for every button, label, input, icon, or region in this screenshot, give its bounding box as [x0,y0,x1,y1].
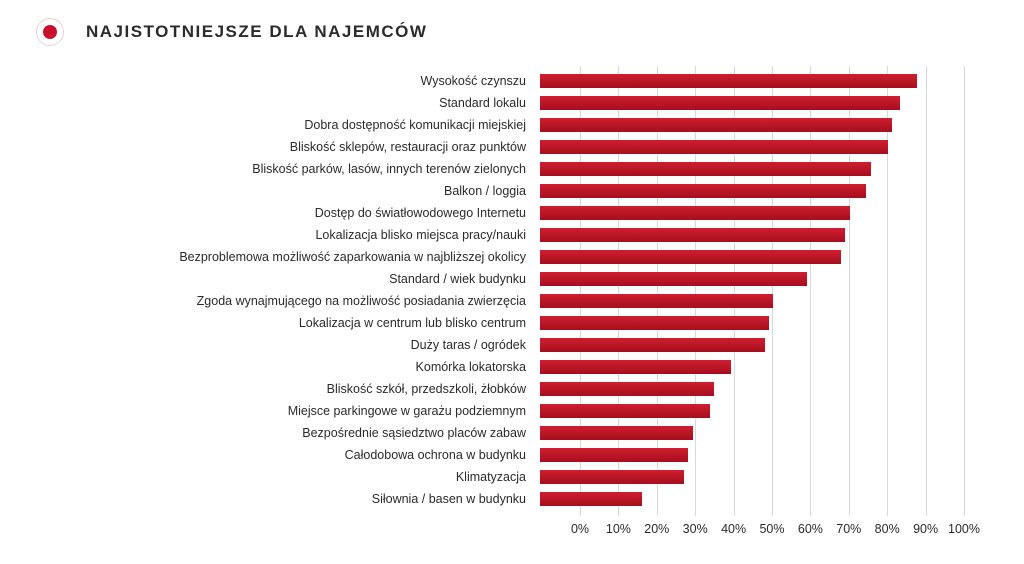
row-bar-zone [540,312,964,334]
row-bar-zone [540,180,964,202]
chart-row: Bliskość sklepów, restauracji oraz punkt… [40,136,964,158]
row-label: Bliskość szkół, przedszkoli, żłobków [40,382,540,396]
row-label: Bliskość sklepów, restauracji oraz punkt… [40,140,540,154]
bar [540,492,642,506]
chart-row: Klimatyzacja [40,466,964,488]
row-bar-zone [540,224,964,246]
bullet-inner-dot [43,25,57,39]
row-label: Bezpośrednie sąsiedztwo placów zabaw [40,426,540,440]
axis-tick-label: 100% [948,522,980,536]
row-bar-zone [540,422,964,444]
row-bar-zone [540,114,964,136]
row-bar-zone [540,158,964,180]
grid-line [964,66,965,516]
bar [540,470,684,484]
bar [540,338,765,352]
bar [540,140,888,154]
row-label: Standard lokalu [40,96,540,110]
bar [540,118,892,132]
chart-row: Miejsce parkingowe w garażu podziemnym [40,400,964,422]
row-label: Siłownia / basen w budynku [40,492,540,506]
row-label: Lokalizacja w centrum lub blisko centrum [40,316,540,330]
row-bar-zone [540,400,964,422]
axis-tick-label: 20% [644,522,669,536]
row-bar-zone [540,290,964,312]
bar [540,250,841,264]
row-bar-zone [540,378,964,400]
row-label: Miejsce parkingowe w garażu podziemnym [40,404,540,418]
row-label: Balkon / loggia [40,184,540,198]
row-bar-zone [540,444,964,466]
row-bar-zone [540,334,964,356]
chart-row: Bezpośrednie sąsiedztwo placów zabaw [40,422,964,444]
chart-row: Zgoda wynajmującego na możliwość posiada… [40,290,964,312]
row-bar-zone [540,70,964,92]
row-label: Dostęp do światłowodowego Internetu [40,206,540,220]
axis-tick-label: 30% [683,522,708,536]
row-bar-zone [540,356,964,378]
bar [540,74,917,88]
bar [540,272,807,286]
chart-row: Standard lokalu [40,92,964,114]
chart-row: Siłownia / basen w budynku [40,488,964,510]
bar [540,294,773,308]
chart-rows: Wysokość czynszu Standard lokalu Dobra dos… [40,66,964,516]
row-bar-zone [540,466,964,488]
bar [540,96,900,110]
chart-row: Dostęp do światłowodowego Internetu [40,202,964,224]
chart-area: Wysokość czynszu Standard lokalu Dobra dos… [40,66,994,544]
chart-row: Komórka lokatorska [40,356,964,378]
bar [540,184,866,198]
row-bar-zone [540,488,964,510]
axis-tick-label: 50% [759,522,784,536]
axis-tick-label: 40% [721,522,746,536]
bar [540,162,871,176]
row-label: Klimatyzacja [40,470,540,484]
bar [540,404,710,418]
chart-header: NAJISTOTNIEJSZE DLA NAJEMCÓW [0,0,1024,46]
row-label: Wysokość czynszu [40,74,540,88]
axis-tick-label: 10% [606,522,631,536]
row-bar-zone [540,136,964,158]
bar [540,448,688,462]
axis-tick-label: 70% [836,522,861,536]
bullet-icon [36,18,64,46]
row-bar-zone [540,202,964,224]
row-label: Lokalizacja blisko miejsca pracy/nauki [40,228,540,242]
row-label: Bliskość parków, lasów, innych terenów z… [40,162,540,176]
bar [540,382,714,396]
chart-row: Standard / wiek budynku [40,268,964,290]
bar [540,316,769,330]
chart-row: Duży taras / ogródek [40,334,964,356]
chart-row: Bliskość parków, lasów, innych terenów z… [40,158,964,180]
chart-row: Dobra dostępność komunikacji miejskiej [40,114,964,136]
row-label: Całodobowa ochrona w budynku [40,448,540,462]
axis-tick-label: 0% [571,522,589,536]
row-bar-zone [540,246,964,268]
row-label: Duży taras / ogródek [40,338,540,352]
bar [540,360,731,374]
chart-row: Bezproblemowa możliwość zaparkowania w n… [40,246,964,268]
chart-row: Lokalizacja blisko miejsca pracy/nauki [40,224,964,246]
row-label: Zgoda wynajmującego na możliwość posiada… [40,294,540,308]
row-bar-zone [540,92,964,114]
row-label: Komórka lokatorska [40,360,540,374]
x-axis: 0%10%20%30%40%50%60%70%80%90%100% [580,516,964,544]
chart-row: Wysokość czynszu [40,70,964,92]
axis-tick-label: 80% [875,522,900,536]
chart-row: Balkon / loggia [40,180,964,202]
row-label: Dobra dostępność komunikacji miejskiej [40,118,540,132]
axis-tick-label: 90% [913,522,938,536]
bar [540,228,845,242]
chart-row: Lokalizacja w centrum lub blisko centrum [40,312,964,334]
axis-tick-label: 60% [798,522,823,536]
chart-row: Całodobowa ochrona w budynku [40,444,964,466]
chart-row: Bliskość szkół, przedszkoli, żłobków [40,378,964,400]
bar [540,426,693,440]
row-bar-zone [540,268,964,290]
chart-title: NAJISTOTNIEJSZE DLA NAJEMCÓW [86,22,427,42]
bar [540,206,850,220]
row-label: Standard / wiek budynku [40,272,540,286]
row-label: Bezproblemowa możliwość zaparkowania w n… [40,250,540,264]
